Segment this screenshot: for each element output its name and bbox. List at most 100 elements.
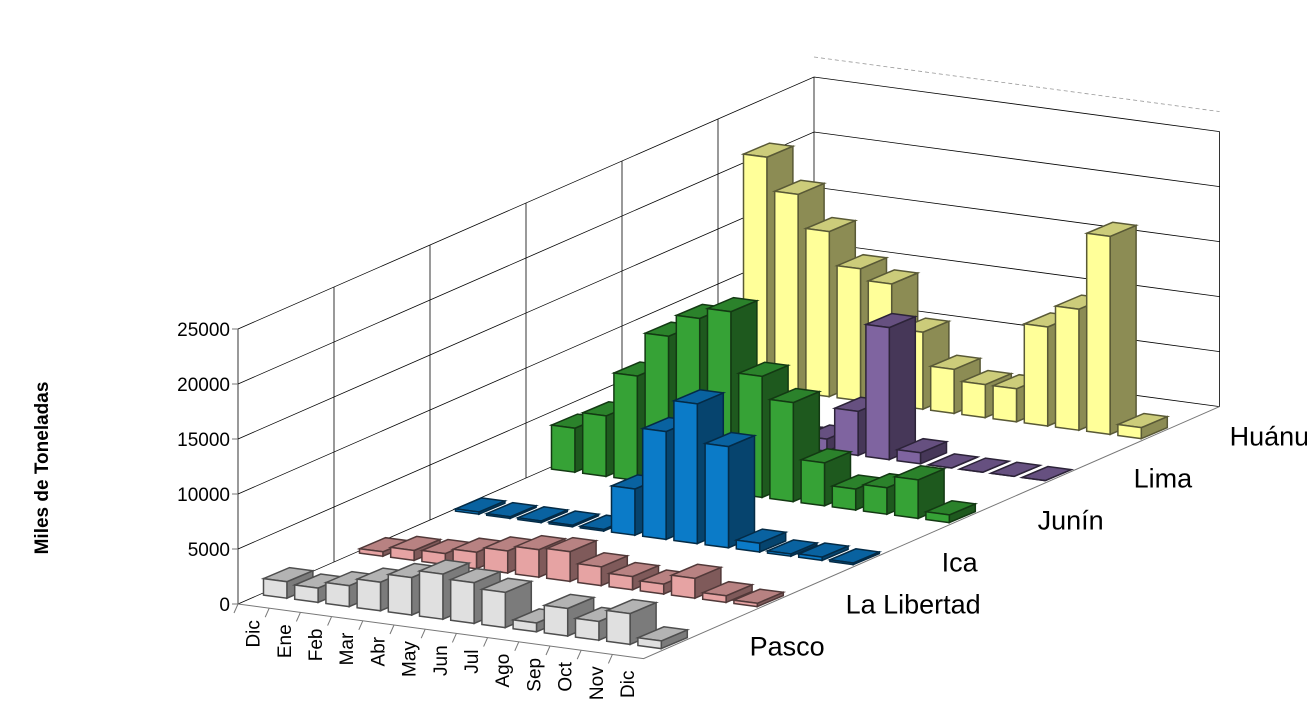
x-tick-label: Jun <box>431 645 452 676</box>
bar <box>827 548 883 566</box>
bar <box>956 457 1012 473</box>
x-tick-label: Nov <box>587 666 608 700</box>
bar-front <box>579 525 605 532</box>
bar-front <box>262 577 288 600</box>
bar-front <box>454 508 480 516</box>
x-tick-label: Oct <box>556 661 577 691</box>
y-tick-label: 5000 <box>188 540 230 561</box>
back-wall-top-line <box>813 56 1220 112</box>
x-tick-mark <box>420 628 426 639</box>
bar <box>795 542 851 562</box>
row-label: Ica <box>942 548 979 578</box>
x-tick-mark <box>233 603 239 614</box>
bar-side <box>888 315 917 461</box>
x-tick-label: Abr <box>368 636 389 666</box>
bar-front <box>990 472 1015 478</box>
bar <box>1019 465 1075 482</box>
bar <box>635 626 691 650</box>
bar-front <box>543 604 569 637</box>
bar-front <box>639 580 665 595</box>
y-tick-label: 0 <box>219 595 230 616</box>
bar-front <box>833 407 859 457</box>
y-tick-label: 25000 <box>177 320 230 341</box>
x-tick-mark <box>607 654 613 664</box>
bar-front <box>449 578 475 625</box>
bar-front <box>929 365 955 415</box>
bars-group <box>260 142 1171 650</box>
bar-front <box>545 547 571 583</box>
bar-front <box>766 550 792 558</box>
bar-front <box>862 483 888 516</box>
bar <box>452 497 508 516</box>
bar-front <box>673 399 699 545</box>
bar <box>515 506 571 524</box>
bar-front <box>733 599 759 608</box>
bar-front <box>581 411 607 478</box>
bar-front <box>704 442 730 549</box>
bar-front <box>896 448 922 465</box>
bar-front <box>293 584 319 604</box>
row-label: Lima <box>1134 464 1194 494</box>
bar-front <box>550 424 576 474</box>
bar <box>731 588 787 608</box>
bar-front <box>1117 423 1143 440</box>
bar <box>606 561 662 591</box>
bar-front <box>512 619 538 633</box>
bar-front <box>574 617 600 642</box>
bar <box>483 501 539 520</box>
bar <box>699 580 755 604</box>
x-tick-label: Ago <box>493 654 514 688</box>
bar-front <box>735 539 761 553</box>
x-tick-mark <box>576 649 582 660</box>
row-label: Huánuco <box>1230 422 1307 452</box>
bar-front <box>893 475 919 520</box>
bar-front <box>608 572 634 591</box>
y-tick-label: 20000 <box>177 375 230 396</box>
bar-front <box>418 570 444 621</box>
x-tick-mark <box>514 641 520 652</box>
bar-front <box>800 458 826 507</box>
x-tick-label: Sep <box>524 658 545 692</box>
bar-front <box>805 227 831 398</box>
bar <box>923 500 979 524</box>
bar-front <box>485 512 511 520</box>
bar-front <box>1085 232 1111 436</box>
bar-front <box>1023 323 1049 427</box>
x-tick-mark <box>327 616 333 626</box>
x-tick-mark <box>389 624 395 635</box>
bar-front <box>358 547 384 558</box>
labels-group: 0 5000 10000 15000 20000 25000 Dic Ene Feb Mar Abr… <box>177 320 1307 700</box>
bar-front <box>992 384 1018 423</box>
bar <box>925 453 981 469</box>
x-tick-mark <box>483 637 489 647</box>
bar <box>1083 221 1139 436</box>
bar <box>894 437 950 465</box>
bar-front <box>548 521 574 528</box>
bar-front <box>325 581 351 608</box>
bar-front <box>1021 476 1046 482</box>
bar-front <box>928 464 952 469</box>
bar <box>764 539 820 558</box>
bar-front <box>865 323 891 461</box>
bar-front <box>514 545 540 579</box>
y-tick-label: 10000 <box>177 485 230 506</box>
row-label: Junín <box>1038 506 1104 536</box>
row-label: Pasco <box>750 632 825 662</box>
bar-front <box>610 485 636 537</box>
bar-side <box>1109 224 1137 436</box>
y-axis-title: Miles de Toneladas <box>32 382 53 555</box>
bar-front <box>605 609 631 646</box>
x-tick-mark <box>451 633 457 643</box>
floor-edge <box>237 406 1220 660</box>
row-label: La Libertad <box>846 590 981 620</box>
x-tick-label: Dic <box>244 620 265 647</box>
series-ica <box>452 389 883 566</box>
x-tick-label: Jul <box>462 650 483 674</box>
x-tick-mark <box>545 645 551 656</box>
bar-front <box>517 516 543 524</box>
bar-front <box>836 264 862 402</box>
bar-front <box>637 636 663 650</box>
bar-front <box>389 546 415 562</box>
y-tick-label: 15000 <box>177 430 230 451</box>
